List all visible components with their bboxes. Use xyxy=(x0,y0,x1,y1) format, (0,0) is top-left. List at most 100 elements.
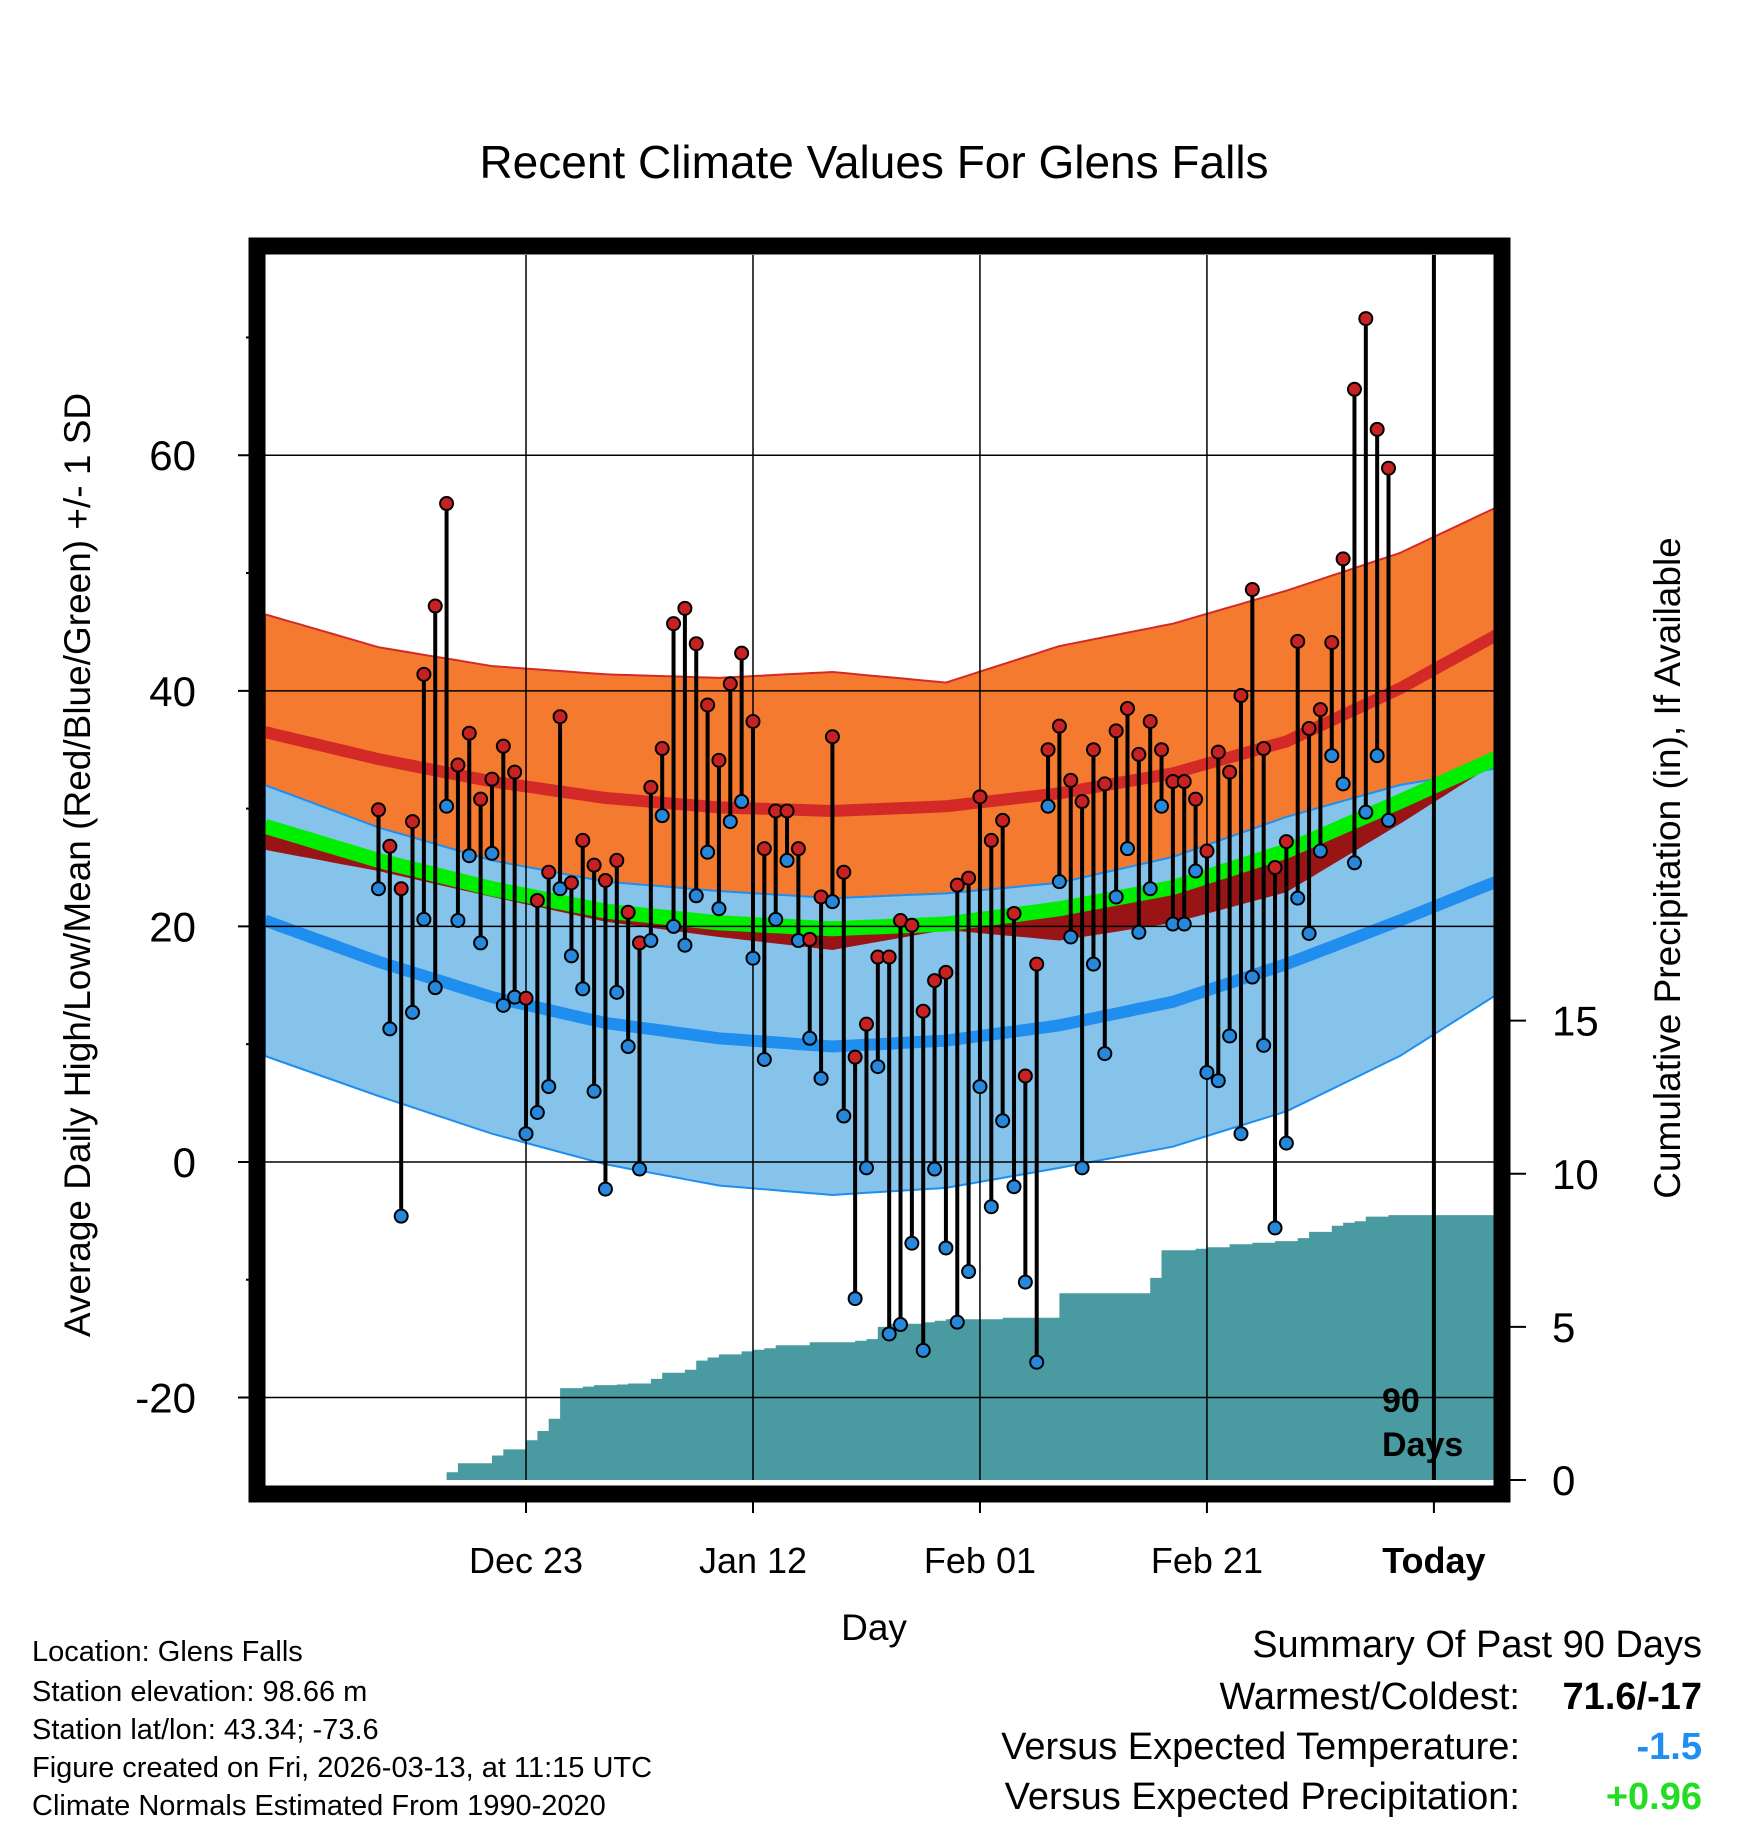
x-tick-label: Today xyxy=(1382,1540,1485,1581)
high-point xyxy=(575,832,591,848)
high-point xyxy=(484,771,500,787)
low-point xyxy=(1312,843,1328,859)
low-point xyxy=(722,814,738,830)
high-point xyxy=(688,636,704,652)
low-point xyxy=(745,950,761,966)
high-point xyxy=(382,838,398,854)
low-point xyxy=(1199,1064,1215,1080)
summary-temp-label: Versus Expected Temperature: xyxy=(1001,1726,1520,1768)
footer-location: Location: Glens Falls xyxy=(32,1636,303,1668)
high-point xyxy=(779,803,795,819)
high-point xyxy=(620,904,636,920)
y2-axis-label: Cumulative Precipitation (in), If Availa… xyxy=(1647,537,1688,1199)
high-point xyxy=(745,713,761,729)
low-point xyxy=(881,1326,897,1342)
high-point xyxy=(677,600,693,616)
low-point xyxy=(847,1291,863,1307)
low-point xyxy=(677,937,693,953)
high-point xyxy=(1040,742,1056,758)
high-point xyxy=(1267,860,1283,875)
low-point xyxy=(1301,925,1317,941)
high-point xyxy=(450,757,466,773)
low-point xyxy=(518,1126,534,1142)
low-point xyxy=(1097,1046,1113,1062)
high-point xyxy=(1369,421,1385,437)
high-point xyxy=(1176,774,1192,790)
high-point xyxy=(427,598,443,614)
high-point xyxy=(518,990,534,1006)
low-point xyxy=(473,935,489,951)
today-days-number: 90 xyxy=(1382,1382,1420,1420)
high-point xyxy=(405,814,421,830)
low-point xyxy=(927,1161,943,1177)
high-point xyxy=(473,791,489,807)
high-point xyxy=(904,917,920,933)
low-point xyxy=(904,1235,920,1251)
high-point xyxy=(1074,794,1090,810)
summary-temp: Versus Expected Temperature: -1.5 xyxy=(1001,1726,1702,1769)
low-point xyxy=(597,1181,613,1197)
high-point xyxy=(541,864,557,880)
high-point xyxy=(1222,764,1238,780)
footer-latlon: Station lat/lon: 43.34; -73.6 xyxy=(32,1714,379,1746)
today-marker: 90 Days xyxy=(1382,255,1463,1480)
high-point xyxy=(586,857,602,873)
low-point xyxy=(529,1105,545,1120)
footer-normals: Climate Normals Estimated From 1990-2020 xyxy=(32,1790,606,1822)
x-axis-label: Day xyxy=(841,1607,907,1648)
high-point xyxy=(416,666,432,682)
low-point xyxy=(1119,841,1135,857)
high-point xyxy=(915,1003,931,1019)
high-point xyxy=(802,931,818,947)
high-point xyxy=(1335,551,1351,567)
low-point xyxy=(1256,1037,1272,1053)
low-point xyxy=(972,1079,988,1095)
low-point xyxy=(700,844,716,860)
low-point xyxy=(756,1051,772,1067)
y-tick-label: 20 xyxy=(149,903,196,950)
footer-created: Figure created on Fri, 2026-03-13, at 11… xyxy=(32,1752,653,1784)
high-point xyxy=(858,1016,874,1032)
high-point xyxy=(529,892,545,908)
high-point xyxy=(1210,744,1226,760)
high-point xyxy=(654,741,670,757)
y2-tick-label: 10 xyxy=(1552,1151,1599,1198)
high-point xyxy=(949,877,965,893)
high-point xyxy=(370,802,386,818)
x-tick-label: Dec 23 xyxy=(469,1540,583,1581)
high-point xyxy=(1233,688,1249,704)
x-tick-label: Feb 21 xyxy=(1151,1540,1263,1581)
high-point xyxy=(439,496,455,512)
high-point xyxy=(1108,723,1124,739)
high-point xyxy=(563,875,579,891)
high-point xyxy=(722,676,738,692)
low-point xyxy=(1346,855,1362,871)
low-point xyxy=(1244,969,1260,985)
high-point xyxy=(847,1049,863,1065)
high-point xyxy=(1006,905,1022,921)
high-point xyxy=(1256,741,1272,757)
low-point xyxy=(461,848,477,864)
low-normal-line xyxy=(265,873,1502,1053)
high-point xyxy=(1051,718,1067,734)
low-point xyxy=(1358,804,1374,820)
low-point xyxy=(915,1342,931,1358)
y2-tick-label: 15 xyxy=(1552,998,1599,1045)
high-point xyxy=(643,779,659,795)
low-point xyxy=(620,1039,636,1055)
high-point xyxy=(983,832,999,848)
low-point xyxy=(893,1317,909,1333)
low-point xyxy=(1040,798,1056,814)
low-point xyxy=(541,1079,557,1095)
summary-warm-cold-value: 71.6/-17 xyxy=(1562,1676,1702,1718)
low-point xyxy=(1085,956,1101,972)
low-point xyxy=(1176,916,1192,932)
low-point xyxy=(711,901,727,917)
low-point xyxy=(983,1199,999,1215)
low-point xyxy=(439,798,455,814)
high-point xyxy=(1278,834,1294,850)
high-point xyxy=(495,738,511,754)
low-point xyxy=(666,918,682,934)
y-axis-label: Average Daily High/Low/Mean (Red/Blue/Gr… xyxy=(57,393,98,1337)
low-point xyxy=(370,881,386,897)
